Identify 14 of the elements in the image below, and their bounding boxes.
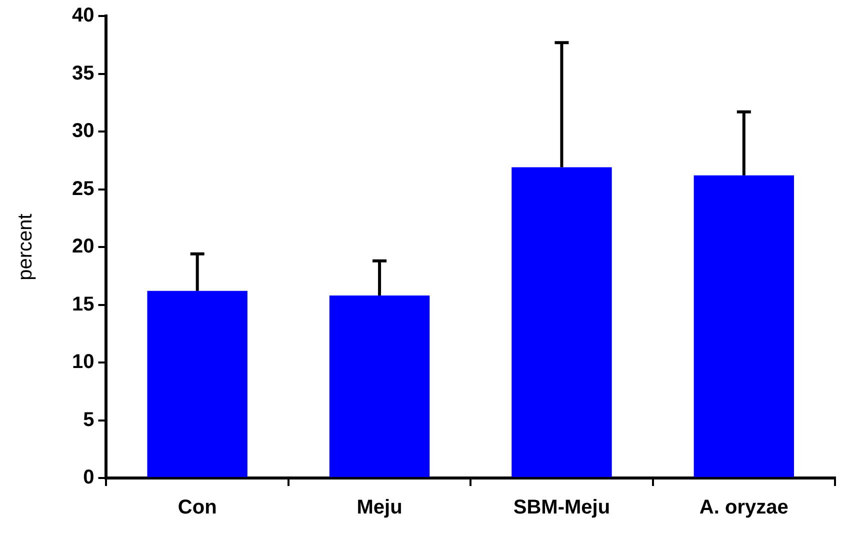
y-tick-label: 35 <box>72 62 94 84</box>
x-tick-label: SBM-Meju <box>513 496 610 519</box>
y-tick-label: 20 <box>72 236 94 258</box>
y-tick-label: 30 <box>72 120 94 142</box>
y-tick-label: 25 <box>72 178 94 200</box>
y-tick-label: 0 <box>83 466 94 489</box>
y-tick-label: 5 <box>83 408 94 431</box>
x-tick-label: Con <box>178 496 217 519</box>
x-tick-label: A. oryzae <box>699 496 788 519</box>
y-axis-title: percent <box>14 213 37 280</box>
x-tick-label: Meju <box>356 496 402 519</box>
y-tick-label: 40 <box>72 4 94 27</box>
y-tick-label: 15 <box>72 293 94 316</box>
y-tick-label: 10 <box>72 351 94 374</box>
